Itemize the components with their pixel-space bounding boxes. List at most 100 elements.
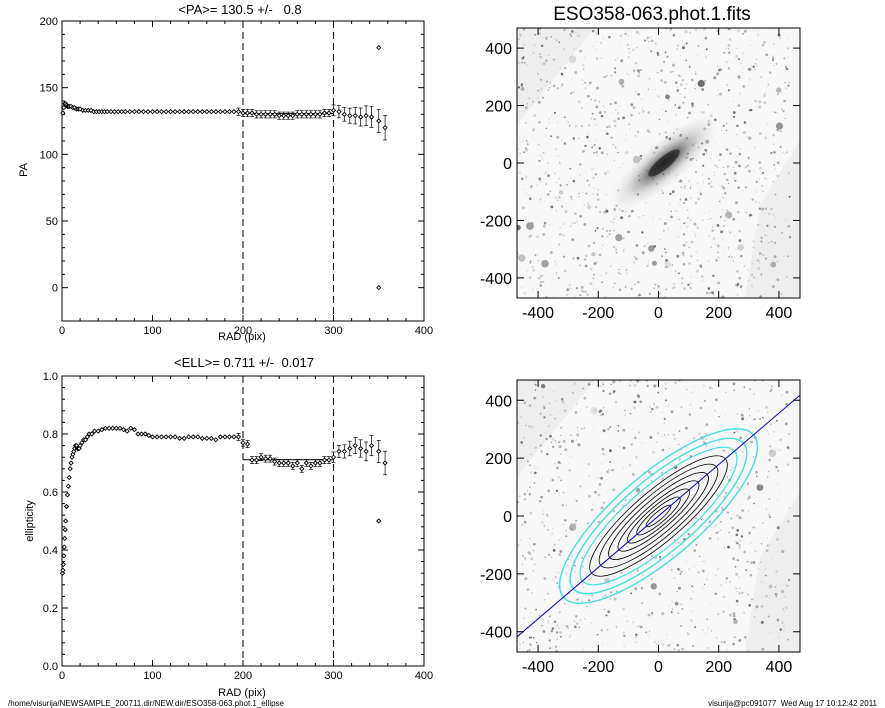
- fits-speckle: [738, 230, 741, 233]
- contour-speckle: [762, 522, 764, 524]
- contour-speckle: [759, 561, 762, 564]
- contour-speckle: [570, 522, 573, 525]
- contour-speckle: [602, 429, 606, 433]
- fits-speckle: [657, 197, 659, 199]
- fits-speckle: [585, 171, 587, 173]
- fits-speckle: [763, 230, 765, 232]
- fits-speckle: [751, 198, 754, 201]
- contour-speckle: [530, 636, 533, 639]
- fits-speckle: [585, 254, 588, 258]
- contour-speckle: [548, 615, 551, 618]
- fits-speckle: [748, 169, 751, 173]
- ell-ytick-label: 0.2: [43, 603, 58, 615]
- contour-speckle: [529, 537, 531, 540]
- contour-speckle: [525, 424, 527, 426]
- contour-speckle: [704, 425, 707, 427]
- fits-speckle: [532, 269, 535, 272]
- contour-speckle: [546, 453, 549, 456]
- contour-speckle: [784, 595, 787, 598]
- fits-speckle: [560, 205, 564, 208]
- fits-speckle: [591, 168, 594, 171]
- contour-speckle: [624, 414, 626, 416]
- contour-speckle: [703, 560, 705, 563]
- contour-speckle: [661, 448, 665, 452]
- fits-speckle: [539, 154, 542, 157]
- contour-speckle: [556, 624, 559, 626]
- contour-speckle: [566, 572, 568, 574]
- fits-speckle: [549, 190, 552, 193]
- fits-speckle: [783, 99, 786, 103]
- contour-speckle: [664, 383, 667, 385]
- contour-speckle: [665, 399, 667, 402]
- fits-speckle: [770, 261, 777, 268]
- fits-speckle: [755, 201, 757, 203]
- fits-speckle: [744, 165, 748, 169]
- contour-speckle: [524, 577, 528, 581]
- fits-speckle: [613, 282, 616, 285]
- contour-speckle: [551, 437, 555, 441]
- fits-speckle: [574, 212, 577, 215]
- fits-speckle: [723, 172, 726, 176]
- contour-speckle: [635, 455, 638, 458]
- pa-point: [347, 113, 353, 119]
- ell-xtick-label: 0: [59, 670, 65, 682]
- fits-speckle: [579, 49, 582, 53]
- contour-speckle: [651, 407, 654, 411]
- contour-speckle: [736, 559, 739, 562]
- fits-speckle: [601, 281, 603, 284]
- contour-speckle: [648, 470, 651, 474]
- fits-speckle: [766, 122, 768, 124]
- contour-speckle: [657, 432, 659, 434]
- contour-speckle: [591, 503, 594, 505]
- fits-speckle: [694, 233, 697, 236]
- contour-speckle: [651, 612, 654, 615]
- fits-image-panel: ESO358-063.phot.1.fits -400-400-200-2000…: [480, 4, 801, 322]
- ell-point: [308, 463, 314, 469]
- contour-speckle: [612, 510, 616, 513]
- fits-speckle: [550, 251, 553, 254]
- contour-speckle: [753, 502, 755, 505]
- contour-speckle: [693, 549, 696, 552]
- pa-point: [253, 111, 260, 117]
- contour-speckle: [577, 430, 579, 432]
- pa-xtick-label: 400: [415, 325, 433, 337]
- ell-point: [177, 435, 183, 441]
- fits-speckle: [634, 61, 638, 65]
- fits-ytick-label: -400: [480, 271, 512, 288]
- contour-speckle: [781, 622, 784, 624]
- fits-speckle: [581, 149, 585, 153]
- pa-point: [190, 109, 196, 115]
- contour-speckle: [685, 561, 688, 563]
- fits-speckle: [724, 192, 727, 195]
- fits-speckle: [634, 257, 638, 261]
- fits-speckle: [542, 151, 545, 155]
- contour-speckle: [786, 463, 790, 467]
- fits-speckle: [540, 44, 544, 48]
- fits-speckle: [737, 58, 740, 60]
- contour-speckle: [641, 442, 644, 444]
- contour-speckle: [531, 426, 533, 428]
- contour-speckle: [577, 443, 581, 447]
- fits-speckle: [634, 134, 637, 137]
- fits-speckle: [702, 180, 705, 183]
- ell-point: [61, 544, 67, 550]
- fits-speckle: [519, 152, 521, 155]
- fits-speckle: [558, 196, 561, 199]
- contour-speckle: [707, 521, 710, 524]
- contour-speckle: [753, 616, 756, 618]
- contour-speckle: [568, 635, 571, 638]
- contour-speckle: [528, 649, 531, 651]
- fits-speckle: [776, 278, 780, 282]
- fits-speckle: [552, 84, 556, 88]
- fits-speckle: [592, 145, 594, 147]
- ell-panel: <ELL>= 0.711 +/- 0.017 0 100 200 300 4000.00…: [24, 355, 433, 699]
- contour-speckle: [541, 478, 543, 479]
- contour-speckle: [699, 406, 703, 410]
- contour-speckle: [539, 434, 542, 437]
- contour-speckle: [768, 458, 771, 462]
- contour-speckle: [542, 630, 546, 633]
- contour-speckle: [688, 413, 692, 416]
- fits-speckle: [781, 108, 783, 110]
